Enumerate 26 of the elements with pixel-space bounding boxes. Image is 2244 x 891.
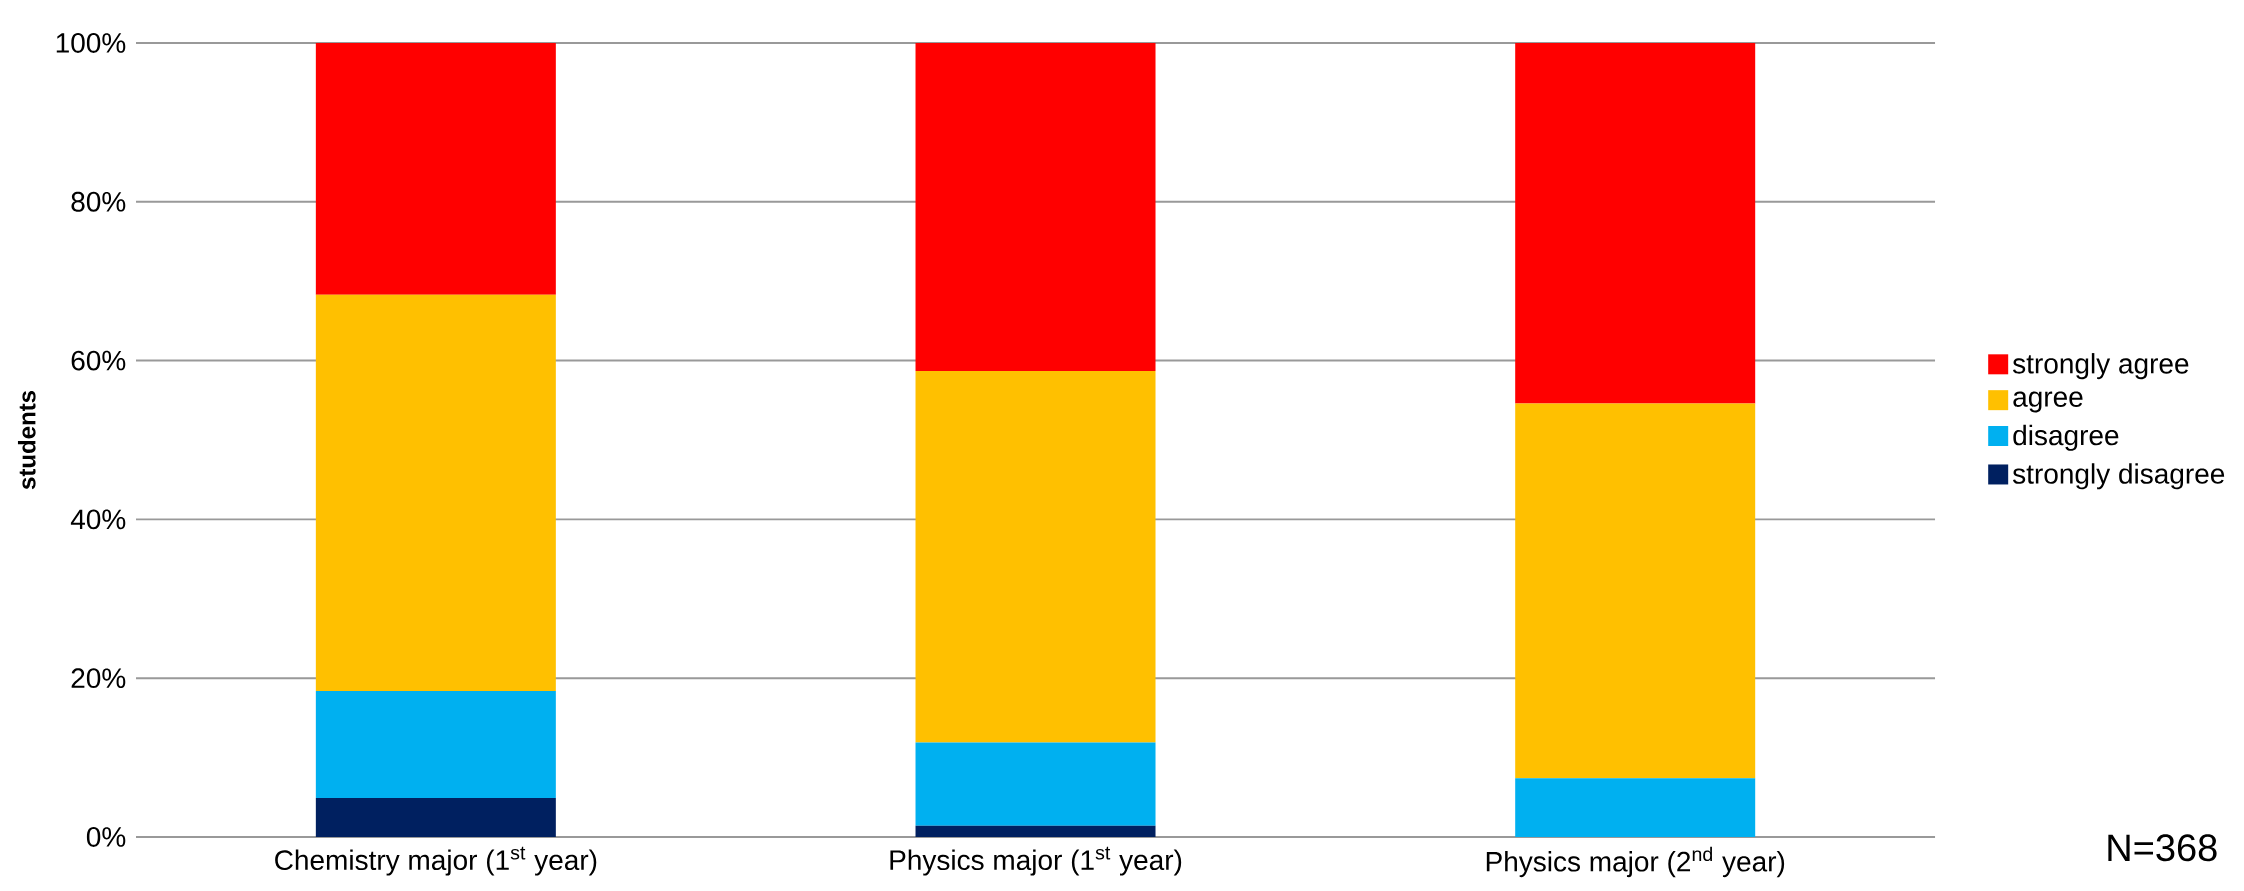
bar <box>1515 42 1756 404</box>
bar <box>915 825 1156 837</box>
legend-label: strongly agree <box>2012 353 2189 380</box>
x-tick-label: Chemistry major (1$^{st}$ year) <box>275 846 597 876</box>
y-tick-label: 0% <box>86 827 126 847</box>
bar <box>1515 778 1756 837</box>
legend-label: agree <box>2013 391 2083 413</box>
bar <box>915 42 1156 371</box>
bar <box>915 370 1156 743</box>
y-tick-label: 100% <box>56 33 126 53</box>
bar <box>315 690 556 799</box>
y-tick-label: 40% <box>70 509 126 530</box>
y-tick-label: 60% <box>71 350 126 371</box>
bar <box>315 294 556 691</box>
x-tick-label: Physics major (1$^{st}$ year) <box>890 846 1182 876</box>
legend-label: disagree <box>2013 424 2119 451</box>
bar <box>315 42 556 295</box>
bar <box>1515 403 1756 779</box>
y-tick-label: 20% <box>71 668 126 689</box>
y-axis-title: students <box>17 390 36 490</box>
text: N=368 <box>2108 834 2217 862</box>
bar <box>315 798 556 837</box>
y-tick-label: 80% <box>71 191 126 212</box>
legend-label: strongly disagree <box>2012 463 2225 490</box>
bar <box>915 742 1156 826</box>
x-tick-label: Physics major (2$^{nd}$ year) <box>1486 846 1785 878</box>
